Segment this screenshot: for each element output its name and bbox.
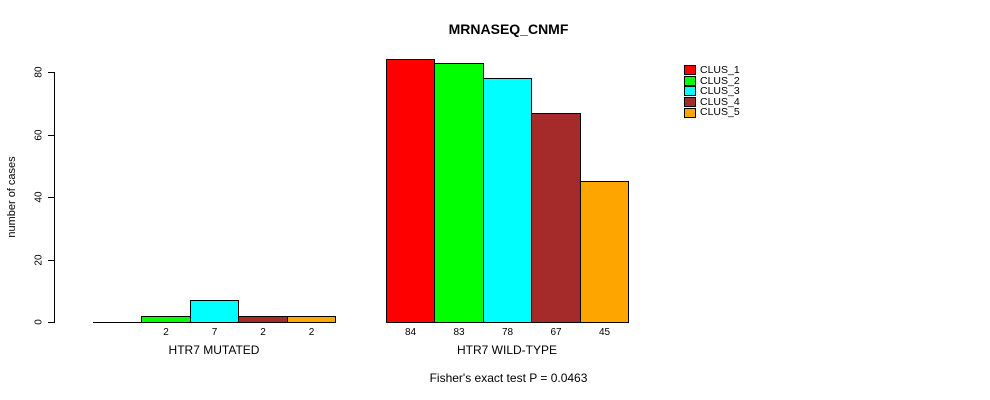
bar-clus-1-zero bbox=[93, 322, 142, 323]
legend-label: CLUS_1 bbox=[700, 64, 740, 76]
y-axis-tick bbox=[48, 135, 54, 136]
bar-clus-5 bbox=[580, 181, 629, 323]
y-axis-tick-label: 20 bbox=[33, 254, 45, 266]
y-axis-tick bbox=[48, 322, 54, 323]
bar-clus-5 bbox=[287, 316, 336, 323]
bar-value-label: 2 bbox=[308, 327, 315, 338]
bar-clus-4 bbox=[531, 113, 581, 323]
x-group-label: HTR7 WILD-TYPE bbox=[456, 343, 558, 357]
legend-swatch-clus-2 bbox=[684, 75, 696, 86]
bar-value-label: 7 bbox=[211, 327, 218, 338]
bar-value-label: 45 bbox=[598, 327, 611, 338]
legend-item: CLUS_3 bbox=[684, 86, 740, 97]
y-axis-tick bbox=[48, 260, 54, 261]
y-axis-tick-label: 80 bbox=[33, 66, 45, 78]
legend-swatch-clus-1 bbox=[684, 65, 696, 76]
y-axis-tick-label: 0 bbox=[33, 319, 45, 325]
bar-clus-2 bbox=[434, 63, 484, 323]
y-axis-line bbox=[54, 72, 55, 323]
legend-label: CLUS_4 bbox=[700, 95, 740, 108]
chart-title: MRNASEQ_CNMF bbox=[448, 21, 569, 37]
legend-item: CLUS_4 bbox=[684, 97, 740, 108]
y-axis-label: number of cases bbox=[6, 156, 18, 238]
bar-clus-4 bbox=[238, 316, 288, 323]
y-axis-tick bbox=[48, 197, 54, 198]
legend-item: CLUS_5 bbox=[684, 107, 740, 118]
bar-clus-3 bbox=[190, 300, 239, 323]
bar-clus-2 bbox=[141, 316, 191, 323]
y-axis-tick-label: 40 bbox=[33, 191, 45, 203]
fisher-test-caption: Fisher's exact test P = 0.0463 bbox=[429, 371, 588, 385]
legend-label: CLUS_3 bbox=[700, 85, 740, 98]
bar-clus-3 bbox=[483, 78, 532, 323]
bar-value-label: 83 bbox=[453, 327, 465, 338]
x-group-label: HTR7 MUTATED bbox=[168, 343, 260, 357]
legend-swatch-clus-3 bbox=[684, 86, 696, 97]
bar-value-label: 84 bbox=[404, 327, 417, 338]
legend-item: CLUS_2 bbox=[684, 74, 740, 87]
legend-label: CLUS_5 bbox=[700, 106, 740, 119]
bar-clus-1 bbox=[386, 59, 435, 323]
legend: CLUS_1 CLUS_2 CLUS_3 CLUS_4 CLUS_5 bbox=[684, 65, 740, 118]
legend-swatch-clus-5 bbox=[684, 107, 696, 118]
legend-item: CLUS_1 bbox=[684, 65, 740, 76]
bar-value-label: 78 bbox=[501, 327, 514, 338]
bar-value-label: 2 bbox=[260, 327, 266, 338]
bar-value-label: 67 bbox=[550, 327, 562, 338]
y-axis-tick-label: 60 bbox=[33, 129, 45, 141]
bar-value-label: 2 bbox=[163, 327, 169, 338]
y-axis-tick bbox=[48, 72, 54, 73]
legend-swatch-clus-4 bbox=[684, 97, 696, 108]
legend-label: CLUS_2 bbox=[700, 74, 740, 87]
